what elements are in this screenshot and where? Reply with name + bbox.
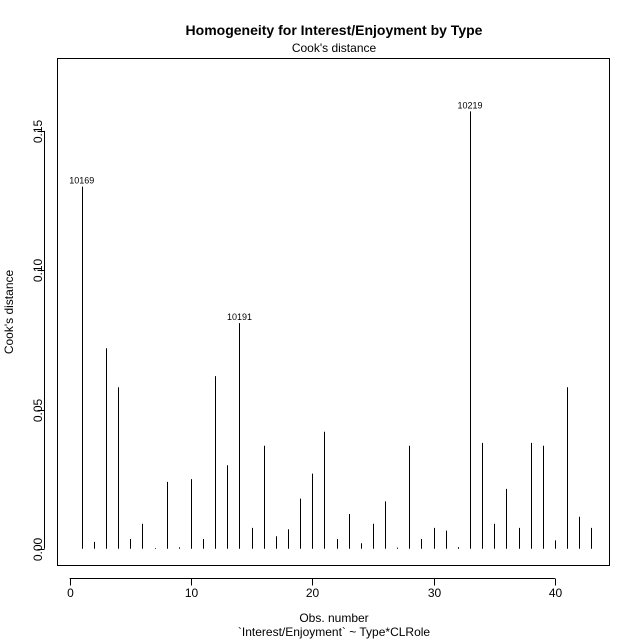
x-tick-label: 0 xyxy=(67,586,74,600)
spikes-group xyxy=(82,111,592,549)
y-tick-label: 0.15 xyxy=(31,119,45,143)
chart-title: Homogeneity for Interest/Enjoyment by Ty… xyxy=(186,22,483,38)
y-tick-label: 0.10 xyxy=(31,258,45,282)
chart-subtitle: Cook's distance xyxy=(292,41,377,55)
point-labels-group: 10169 10191 10219 xyxy=(69,100,482,322)
x-tick-label: 10 xyxy=(185,586,199,600)
x-tick-label: 30 xyxy=(428,586,442,600)
x-axis-label: Obs. number xyxy=(299,611,368,625)
y-axis: 0.00 0.05 0.10 0.15 xyxy=(31,119,45,561)
x-axis: 0 10 20 30 40 xyxy=(67,578,563,600)
x-tick-label: 20 xyxy=(306,586,320,600)
x-axis-formula-label: `Interest/Enjoyment` ~ Type*CLRole xyxy=(238,625,431,639)
y-tick-label: 0.05 xyxy=(31,398,45,422)
point-label-10169: 10169 xyxy=(69,176,94,186)
y-axis-label: Cook's distance xyxy=(2,270,16,355)
y-tick-label: 0.00 xyxy=(31,537,45,561)
point-label-10191: 10191 xyxy=(227,312,252,322)
point-label-10219: 10219 xyxy=(457,100,482,110)
plot-frame xyxy=(57,58,610,566)
x-tick-label: 40 xyxy=(549,586,563,600)
